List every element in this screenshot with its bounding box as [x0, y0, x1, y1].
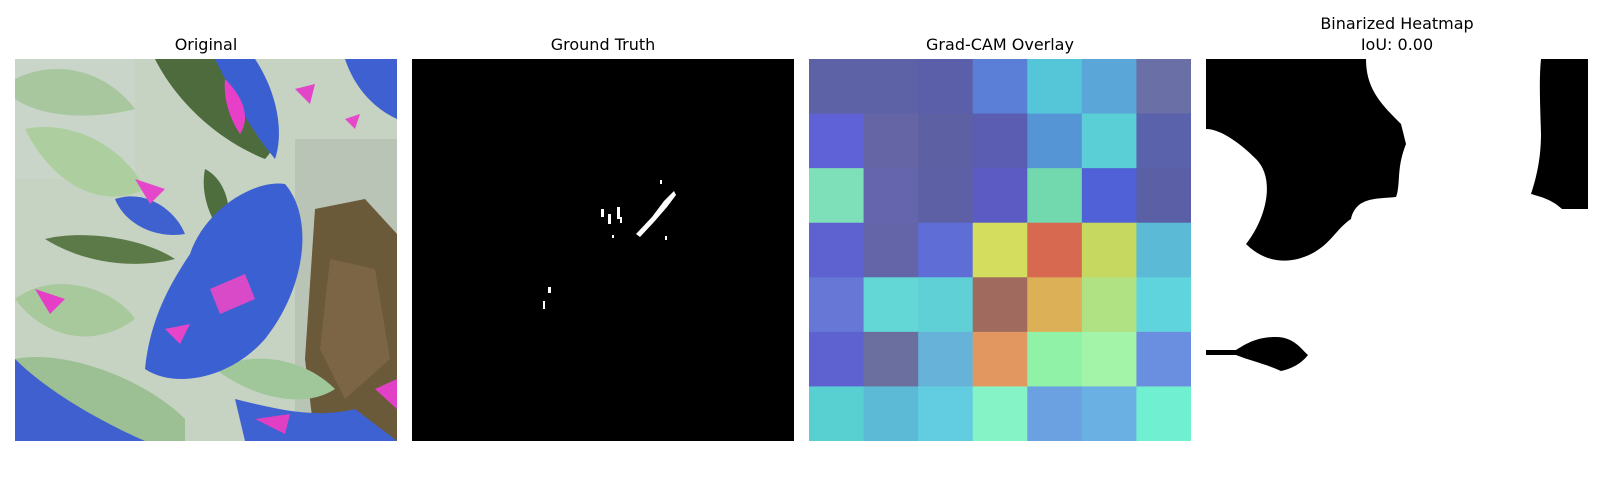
gradcam-cell: [1081, 386, 1137, 441]
gradcam-cell: [972, 59, 1028, 115]
gradcam-cell: [918, 59, 974, 115]
gradcam-title: Grad-CAM Overlay: [809, 34, 1191, 55]
gradcam-cell: [918, 168, 974, 224]
gradcam-cell: [1081, 59, 1137, 115]
binarized-title-text: Binarized Heatmap: [1320, 14, 1474, 33]
ground-truth-mask: [412, 59, 794, 441]
gradcam-overlay: [809, 59, 1191, 441]
gradcam-cell: [1136, 113, 1191, 169]
gradcam-cell: [1081, 168, 1137, 224]
gradcam-cell: [863, 386, 919, 441]
gradcam-cell: [809, 168, 865, 224]
gradcam-cell: [863, 331, 919, 387]
gradcam-cell: [1081, 331, 1137, 387]
binarized-heatmap: [1206, 59, 1588, 441]
gradcam-cell: [863, 113, 919, 169]
original-image-graphic: [15, 59, 397, 441]
binarized-title: Binarized Heatmap IoU: 0.00: [1206, 13, 1588, 55]
gradcam-cell: [809, 113, 865, 169]
gradcam-cell: [972, 386, 1028, 441]
gradcam-cell: [918, 386, 974, 441]
gradcam-cell: [1081, 277, 1137, 333]
gradcam-cell: [1136, 277, 1191, 333]
gradcam-cell: [918, 277, 974, 333]
gradcam-heatmap-grid: [809, 59, 1191, 441]
gradcam-cell: [809, 331, 865, 387]
original-title: Original: [15, 34, 397, 55]
binarized-heatmap-graphic: [1206, 59, 1588, 441]
gradcam-cell: [809, 386, 865, 441]
gradcam-cell: [1027, 277, 1083, 333]
gradcam-cell: [1081, 222, 1137, 278]
gradcam-cell: [1027, 168, 1083, 224]
gradcam-cell: [1027, 113, 1083, 169]
original-image: [15, 59, 397, 441]
gradcam-cell: [918, 222, 974, 278]
gradcam-cell: [972, 277, 1028, 333]
gradcam-cell: [918, 331, 974, 387]
ground-truth-title: Ground Truth: [412, 34, 794, 55]
gradcam-cell: [863, 277, 919, 333]
gradcam-cell: [1136, 168, 1191, 224]
gradcam-cell: [972, 168, 1028, 224]
gradcam-cell: [1027, 59, 1083, 115]
gradcam-cell: [1027, 222, 1083, 278]
gradcam-cell: [1136, 386, 1191, 441]
gradcam-cell: [972, 222, 1028, 278]
gradcam-cell: [1136, 331, 1191, 387]
gradcam-cell: [863, 59, 919, 115]
gradcam-cell: [1136, 222, 1191, 278]
gradcam-cell: [809, 277, 865, 333]
gradcam-title-text: Grad-CAM Overlay: [926, 35, 1074, 54]
ground-truth-mask-graphic: [412, 59, 794, 441]
gradcam-cell: [809, 59, 865, 115]
gradcam-cell: [809, 222, 865, 278]
iou-label: IoU: 0.00: [1360, 35, 1434, 54]
ground-truth-title-text: Ground Truth: [550, 35, 656, 54]
gradcam-cell: [918, 113, 974, 169]
gradcam-cell: [863, 222, 919, 278]
gradcam-cell: [1027, 331, 1083, 387]
gradcam-cell: [1081, 113, 1137, 169]
original-title-text: Original: [174, 35, 238, 54]
gradcam-cell: [1136, 59, 1191, 115]
gradcam-cell: [972, 113, 1028, 169]
gradcam-cell: [863, 168, 919, 224]
gradcam-cell: [1027, 386, 1083, 441]
gradcam-cell: [972, 331, 1028, 387]
